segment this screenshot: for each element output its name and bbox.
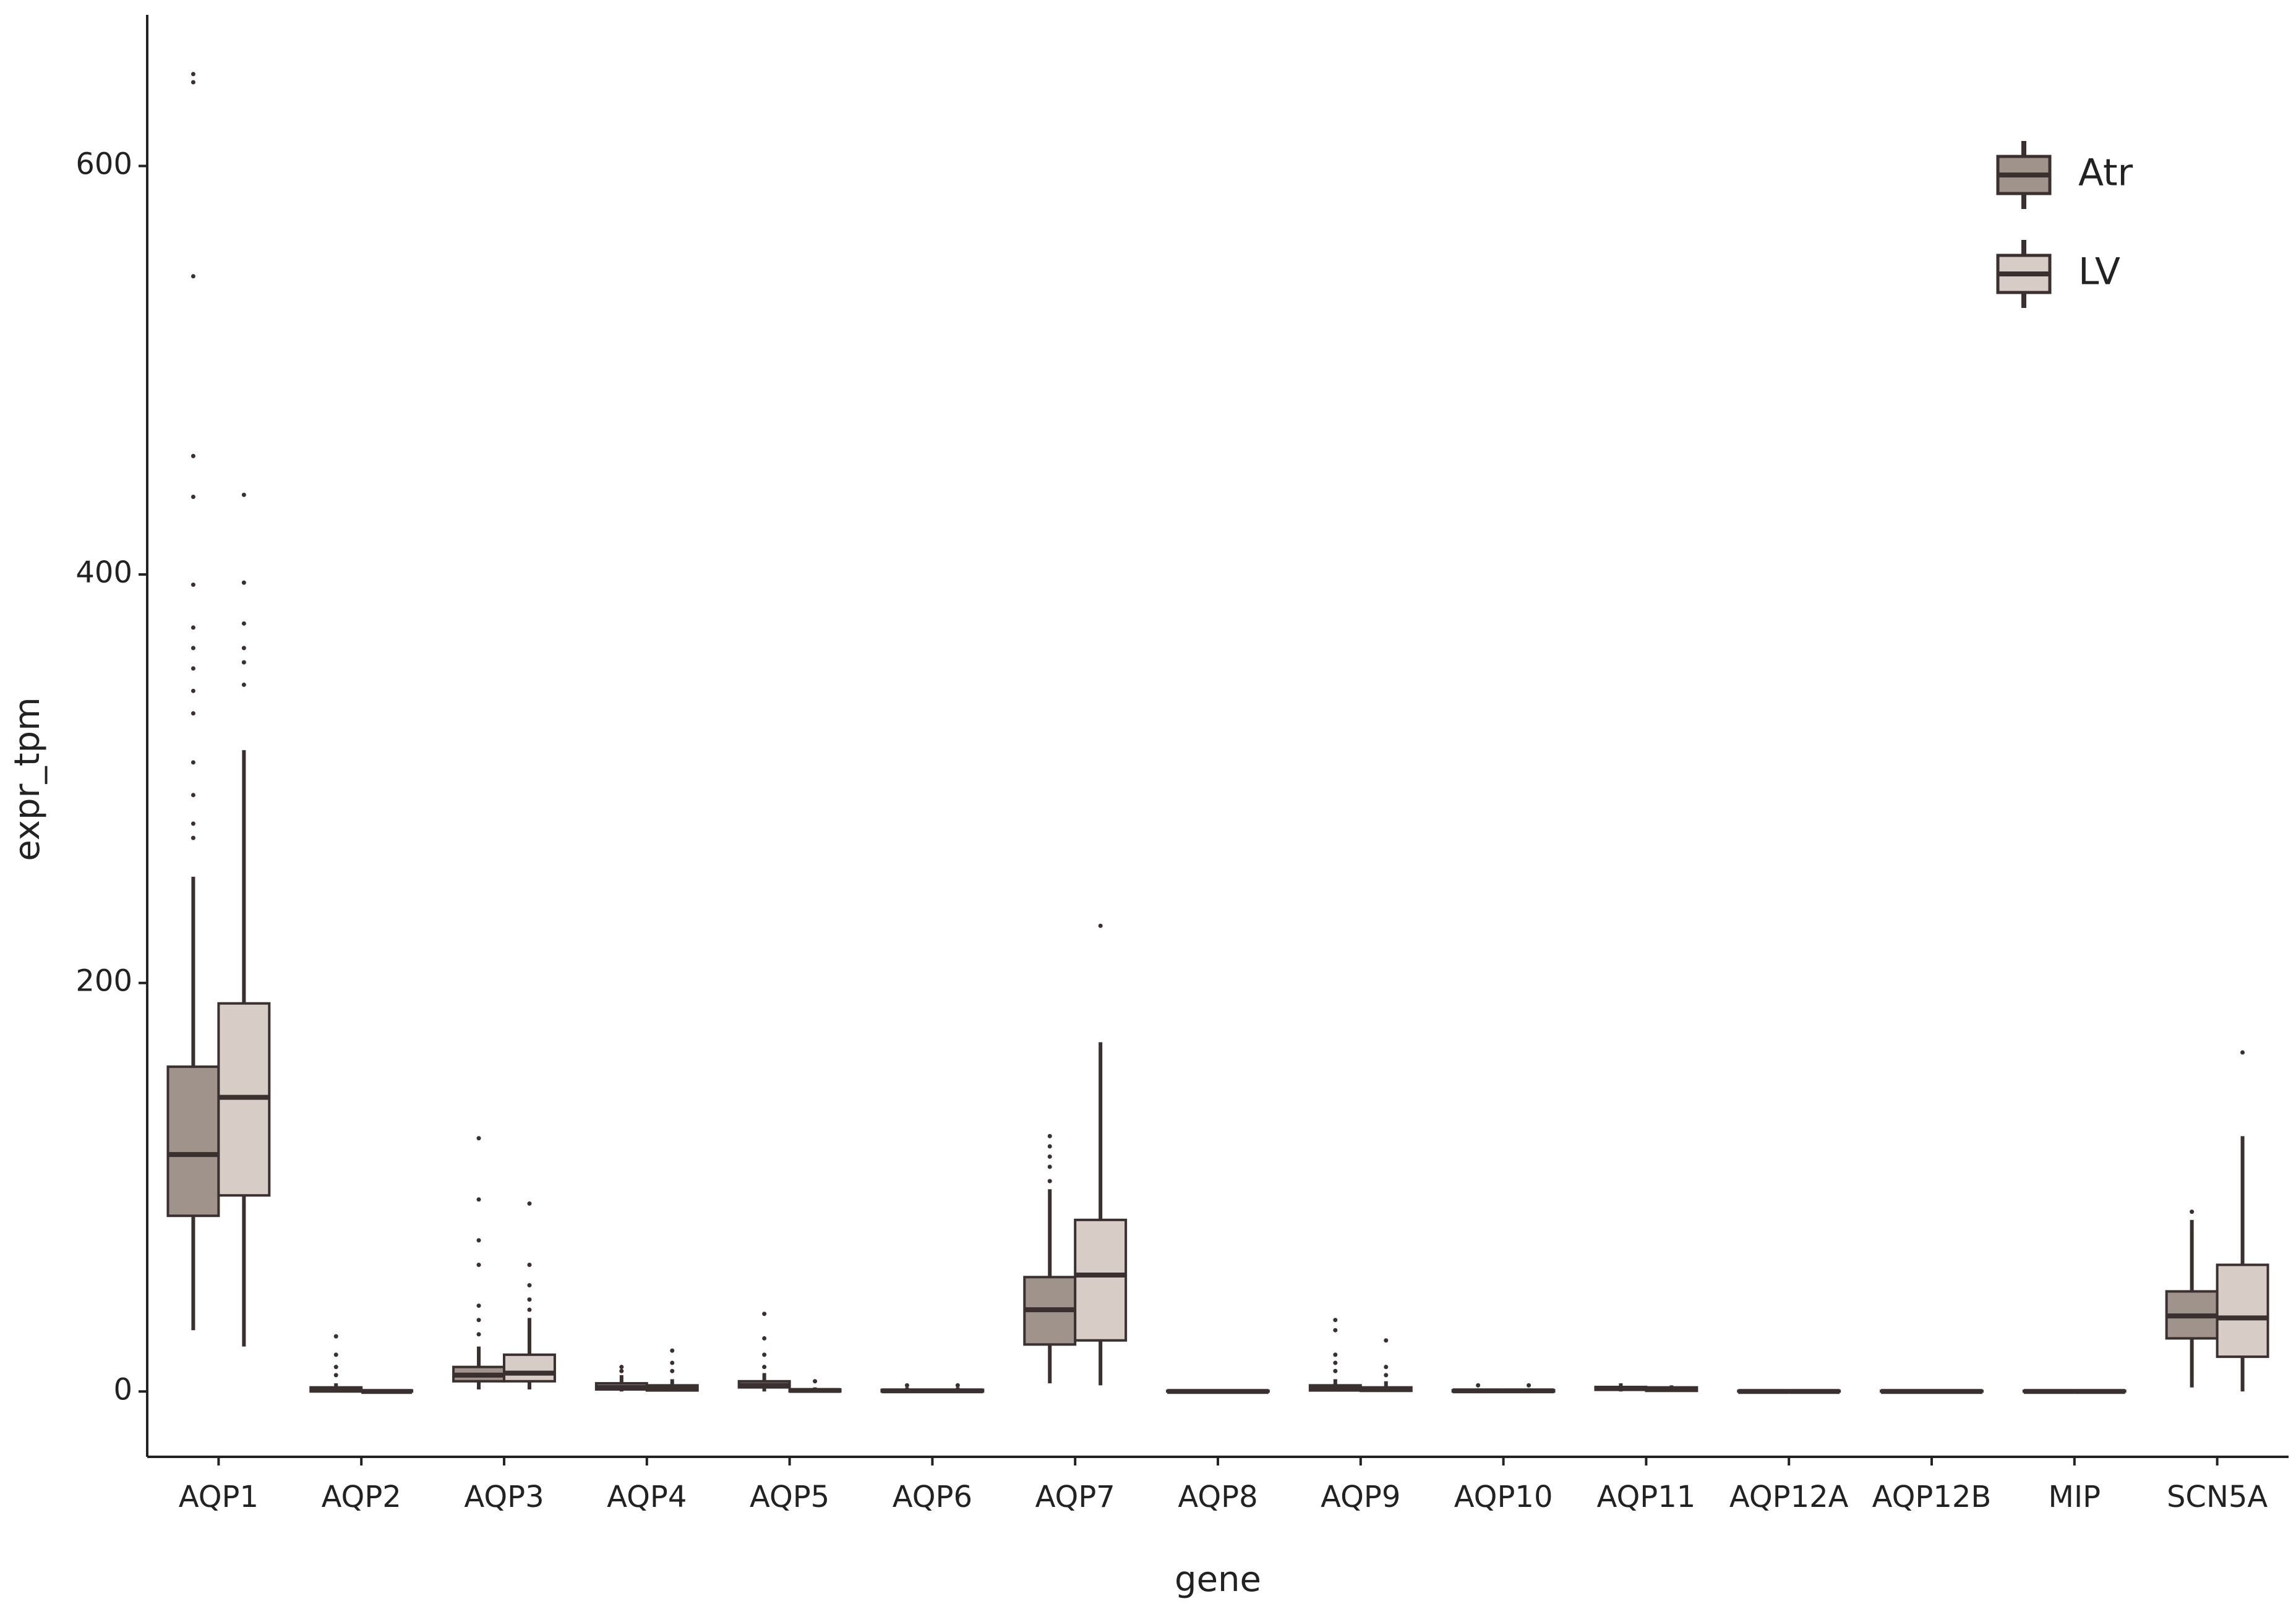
outlier	[241, 682, 246, 687]
outlier	[476, 1197, 481, 1202]
outlier	[191, 80, 195, 85]
x-axis-title: gene	[1175, 1559, 1261, 1600]
y-tick-label: 0	[113, 1372, 132, 1407]
outlier	[1047, 1154, 1052, 1159]
x-tick-label: AQP12B	[1872, 1480, 1992, 1514]
outlier	[241, 646, 246, 651]
outlier	[2240, 1050, 2245, 1055]
outlier	[476, 1238, 481, 1243]
outlier	[191, 495, 195, 500]
x-tick-label: AQP7	[1035, 1480, 1115, 1514]
outlier	[955, 1383, 960, 1388]
outlier	[191, 274, 195, 279]
outlier	[1047, 1144, 1052, 1149]
outlier	[191, 72, 195, 77]
outlier	[904, 1383, 909, 1388]
outlier	[1333, 1368, 1338, 1373]
outlier	[813, 1379, 818, 1384]
y-tick-label: 200	[75, 964, 132, 999]
outlier	[1384, 1365, 1389, 1370]
outlier	[527, 1307, 532, 1312]
x-tick-label: AQP1	[179, 1480, 259, 1514]
outlier	[476, 1318, 481, 1323]
outlier	[762, 1365, 767, 1370]
outlier	[191, 760, 195, 765]
legend-label: LV	[2078, 250, 2120, 294]
outlier	[333, 1365, 338, 1370]
outlier	[1047, 1164, 1052, 1169]
outlier	[619, 1365, 624, 1370]
outlier	[762, 1352, 767, 1357]
outlier	[762, 1312, 767, 1316]
outlier	[670, 1360, 675, 1365]
outlier	[191, 835, 195, 840]
outlier	[762, 1336, 767, 1341]
outlier	[1333, 1318, 1338, 1323]
outlier	[1047, 1133, 1052, 1138]
outlier	[1384, 1373, 1389, 1378]
x-tick-label: AQP10	[1454, 1480, 1553, 1514]
outlier	[191, 453, 195, 458]
outlier	[476, 1332, 481, 1337]
outlier	[619, 1368, 624, 1373]
outlier	[1333, 1360, 1338, 1365]
outlier	[1098, 923, 1103, 928]
outlier	[191, 793, 195, 798]
x-tick-label: MIP	[2049, 1480, 2101, 1514]
outlier	[191, 646, 195, 651]
outlier	[241, 621, 246, 626]
outlier	[1333, 1328, 1338, 1333]
y-tick-label: 400	[75, 555, 132, 590]
outlier	[527, 1201, 532, 1206]
outlier	[191, 711, 195, 716]
box	[1074, 1218, 1128, 1342]
outlier	[670, 1368, 675, 1373]
x-tick-label: AQP11	[1597, 1480, 1696, 1514]
x-tick-label: AQP2	[322, 1480, 401, 1514]
x-tick-label: AQP5	[750, 1480, 829, 1514]
outlier	[527, 1297, 532, 1302]
box	[2216, 1263, 2269, 1359]
outlier	[1047, 1179, 1052, 1184]
x-tick-label: AQP6	[893, 1480, 972, 1514]
outlier	[1476, 1383, 1481, 1388]
outlier	[527, 1263, 532, 1268]
x-tick-label: AQP9	[1321, 1480, 1400, 1514]
outlier	[476, 1136, 481, 1141]
outlier	[2190, 1209, 2195, 1214]
outlier	[527, 1283, 532, 1288]
x-tick-label: SCN5A	[2167, 1480, 2268, 1514]
outlier	[241, 660, 246, 665]
outlier	[191, 625, 195, 630]
outlier	[191, 666, 195, 671]
x-tick-label: AQP3	[464, 1480, 544, 1514]
x-tick-label: AQP12A	[1729, 1480, 1849, 1514]
outlier	[333, 1352, 338, 1357]
legend-label: Atr	[2078, 151, 2133, 195]
outlier	[191, 582, 195, 587]
outlier	[476, 1303, 481, 1308]
outlier	[333, 1373, 338, 1378]
outlier	[241, 492, 246, 497]
outlier	[1333, 1352, 1338, 1357]
outlier	[333, 1334, 338, 1339]
outlier	[670, 1348, 675, 1353]
box	[166, 1065, 220, 1218]
outlier	[1527, 1383, 1531, 1388]
outlier	[476, 1263, 481, 1268]
box	[503, 1353, 556, 1383]
outlier	[191, 821, 195, 826]
y-axis-title: expr_tpm	[7, 697, 48, 861]
outlier	[241, 580, 246, 585]
x-tick-label: AQP4	[607, 1480, 687, 1514]
outlier	[191, 688, 195, 693]
outlier	[1384, 1338, 1389, 1343]
y-tick-label: 600	[75, 147, 132, 181]
x-tick-label: AQP8	[1178, 1480, 1257, 1514]
